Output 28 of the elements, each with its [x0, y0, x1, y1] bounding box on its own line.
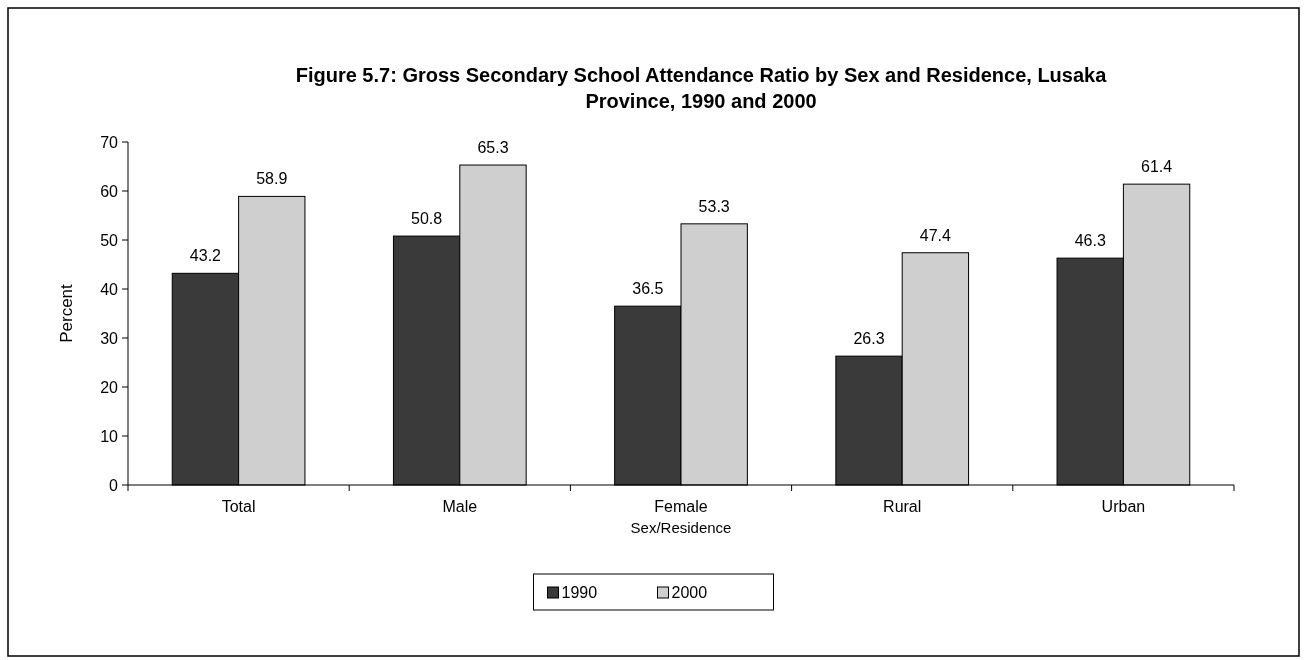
- y-tick-label: 30: [100, 329, 119, 347]
- legend-label: 2000: [671, 583, 708, 601]
- y-axis-title: Percent: [57, 283, 76, 343]
- y-tick-label: 20: [100, 378, 119, 396]
- chart-title: Figure 5.7: Gross Secondary School Attendance Ratio by Sex and Residence, Lusaka Province, 1990 and 2000: [295, 64, 1108, 112]
- y-tick-label: 10: [100, 427, 119, 445]
- data-label: 43.2: [189, 247, 222, 265]
- data-label: 53.3: [698, 197, 730, 215]
- x-tick-label: Urban: [1101, 498, 1146, 515]
- data-label: 26.3: [853, 330, 885, 348]
- y-tick-label: 0: [109, 476, 119, 494]
- data-label: 36.5: [632, 280, 664, 298]
- data-label: 50.8: [411, 210, 443, 228]
- data-label: 47.4: [919, 226, 952, 244]
- data-label: 61.4: [1141, 158, 1173, 176]
- data-label: 65.3: [477, 139, 509, 157]
- y-tick-label: 60: [100, 182, 119, 200]
- legend-label: 1990: [561, 583, 598, 601]
- x-tick-label: Male: [442, 498, 478, 515]
- data-label: 46.3: [1074, 232, 1106, 250]
- x-tick-label: Rural: [883, 498, 922, 515]
- x-tick-label: Female: [654, 498, 708, 515]
- x-axis-title: Sex/Residence: [630, 519, 732, 536]
- x-tick-label: Total: [221, 498, 256, 515]
- y-tick-label: 40: [100, 280, 119, 298]
- y-tick-label: 50: [100, 231, 119, 249]
- y-tick-label: 70: [100, 133, 119, 151]
- data-label: 58.9: [256, 170, 288, 188]
